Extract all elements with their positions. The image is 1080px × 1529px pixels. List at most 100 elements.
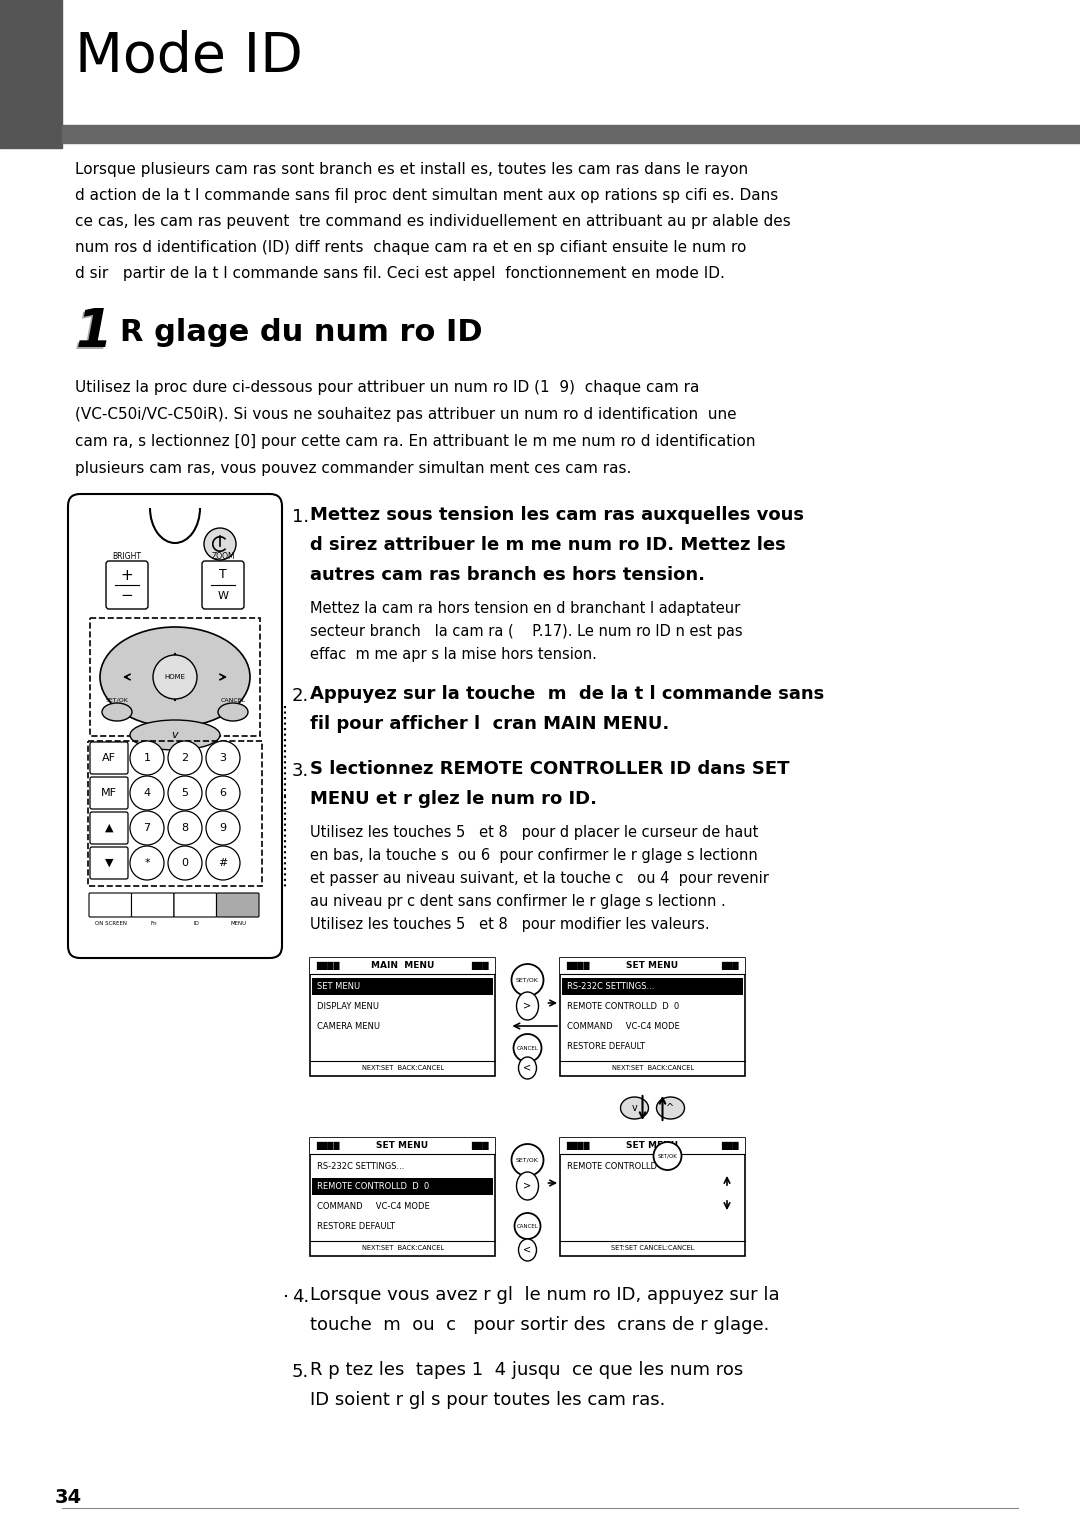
Text: SET MENU: SET MENU [377, 1142, 429, 1150]
FancyBboxPatch shape [90, 777, 129, 809]
Circle shape [514, 1212, 540, 1238]
Text: ▼: ▼ [105, 858, 113, 868]
Text: Lorsque plusieurs cam ras sont branch es et install es, toutes les cam ras dans : Lorsque plusieurs cam ras sont branch es… [75, 162, 748, 177]
Text: MAIN  MENU: MAIN MENU [370, 962, 434, 971]
Text: −: − [121, 589, 133, 604]
Text: Appuyez sur la touche  m  de la t l commande sans: Appuyez sur la touche m de la t l comman… [310, 685, 824, 703]
Text: #: # [218, 858, 228, 868]
Text: <: < [524, 1063, 531, 1073]
FancyBboxPatch shape [90, 812, 129, 844]
Text: CANCEL: CANCEL [516, 1223, 538, 1228]
Text: 0: 0 [181, 858, 189, 868]
Text: ZOOM: ZOOM [212, 552, 234, 561]
FancyBboxPatch shape [202, 561, 244, 609]
Text: 9: 9 [219, 823, 227, 833]
Text: 8: 8 [181, 823, 189, 833]
FancyBboxPatch shape [106, 561, 148, 609]
Bar [62, 125, 1080, 144]
Text: NEXT:SET  BACK:CANCEL: NEXT:SET BACK:CANCEL [611, 1066, 693, 1072]
Text: 2.: 2. [292, 687, 309, 705]
Text: (VC-C50i/VC-C50iR). Si vous ne souhaitez pas attribuer un num ro d identificatio: (VC-C50i/VC-C50iR). Si vous ne souhaitez… [75, 407, 737, 422]
Text: 4.: 4. [292, 1287, 309, 1306]
Text: touche  m  ou  c   pour sortir des  crans de r glage.: touche m ou c pour sortir des crans de r… [310, 1316, 769, 1333]
Text: BRIGHT: BRIGHT [112, 552, 141, 561]
Circle shape [206, 742, 240, 775]
Text: ID: ID [193, 920, 199, 927]
Ellipse shape [516, 992, 539, 1020]
Text: SET MENU: SET MENU [626, 962, 678, 971]
FancyBboxPatch shape [216, 893, 259, 917]
Circle shape [153, 654, 197, 699]
Ellipse shape [518, 1238, 537, 1261]
Text: ON SCREEN: ON SCREEN [95, 920, 127, 927]
FancyBboxPatch shape [90, 742, 129, 774]
Ellipse shape [516, 1173, 539, 1200]
Text: cam ra, s lectionnez [0] pour cette cam ra. En attribuant le m me num ro d ident: cam ra, s lectionnez [0] pour cette cam … [75, 434, 756, 450]
Circle shape [206, 810, 240, 846]
Text: ███: ███ [721, 1142, 739, 1150]
Bar [561, 1138, 745, 1154]
Text: 3: 3 [219, 752, 227, 763]
Text: MENU: MENU [231, 920, 247, 927]
Circle shape [168, 742, 202, 775]
Text: 7: 7 [144, 823, 150, 833]
Text: NEXT:SET  BACK:CANCEL: NEXT:SET BACK:CANCEL [362, 1066, 444, 1072]
Circle shape [168, 846, 202, 881]
Text: fil pour afficher l  cran MAIN MENU.: fil pour afficher l cran MAIN MENU. [310, 716, 670, 732]
Text: ce cas, les cam ras peuvent  tre command es individuellement en attribuant au pr: ce cas, les cam ras peuvent tre command … [75, 214, 791, 229]
Circle shape [130, 846, 164, 881]
Ellipse shape [102, 703, 132, 722]
Text: CAMERA MENU: CAMERA MENU [318, 1021, 380, 1031]
Text: <: < [524, 1245, 531, 1255]
Text: num ros d identification (ID) diff rents  chaque cam ra et en sp cifiant ensuite: num ros d identification (ID) diff rents… [75, 240, 746, 255]
Text: Utilisez les touches 5   et 8   pour modifier les valeurs.: Utilisez les touches 5 et 8 pour modifie… [310, 917, 710, 933]
Text: ID soient r gl s pour toutes les cam ras.: ID soient r gl s pour toutes les cam ras… [310, 1391, 665, 1410]
Text: SET MENU: SET MENU [318, 982, 360, 991]
Text: DISPLAY MENU: DISPLAY MENU [318, 1001, 379, 1011]
Text: effac  m me apr s la mise hors tension.: effac m me apr s la mise hors tension. [310, 647, 597, 662]
Ellipse shape [218, 703, 248, 722]
Bar [562, 979, 743, 995]
Text: Utilisez les touches 5   et 8   pour d placer le curseur de haut: Utilisez les touches 5 et 8 pour d place… [310, 826, 758, 839]
Text: HOME: HOME [164, 674, 186, 680]
Text: ████: ████ [316, 1142, 339, 1150]
Text: d action de la t l commande sans fil proc dent simultan ment aux op rations sp c: d action de la t l commande sans fil pro… [75, 188, 779, 203]
Text: ████: ████ [566, 1142, 590, 1150]
Text: *: * [145, 858, 150, 868]
Text: CANCEL: CANCEL [220, 697, 245, 702]
Circle shape [130, 777, 164, 810]
Text: ███: ███ [471, 962, 489, 971]
Text: 1: 1 [76, 306, 112, 358]
Circle shape [512, 963, 543, 995]
Circle shape [130, 810, 164, 846]
FancyBboxPatch shape [132, 893, 174, 917]
Text: 1: 1 [75, 307, 111, 359]
Ellipse shape [100, 627, 249, 726]
Text: SET MENU: SET MENU [626, 1142, 678, 1150]
Text: NEXT:SET  BACK:CANCEL: NEXT:SET BACK:CANCEL [362, 1246, 444, 1252]
Circle shape [130, 742, 164, 775]
Text: 6: 6 [219, 787, 227, 798]
Text: SET/OK: SET/OK [516, 1157, 539, 1162]
Text: v: v [172, 729, 178, 740]
Text: autres cam ras branch es hors tension.: autres cam ras branch es hors tension. [310, 566, 705, 584]
Text: >: > [524, 1001, 531, 1011]
Text: 34: 34 [55, 1488, 82, 1508]
Text: COMMAND     VC-C4 MODE: COMMAND VC-C4 MODE [567, 1021, 679, 1031]
Circle shape [204, 528, 237, 560]
Text: SET:SET CANCEL:CANCEL: SET:SET CANCEL:CANCEL [611, 1246, 694, 1252]
Text: SET/OK: SET/OK [516, 977, 539, 983]
Text: Mode ID: Mode ID [75, 31, 302, 84]
Text: en bas, la touche s  ou 6  pour confirmer le r glage s lectionn: en bas, la touche s ou 6 pour confirmer … [310, 849, 758, 862]
Bar [90, 618, 260, 735]
Bar [0, 0, 62, 148]
Text: ████: ████ [566, 962, 590, 971]
Text: 1.: 1. [292, 508, 309, 526]
Text: RESTORE DEFAULT: RESTORE DEFAULT [318, 1222, 395, 1231]
Text: REMOTE CONTROLLD  D  0: REMOTE CONTROLLD D 0 [567, 1001, 679, 1011]
Text: et passer au niveau suivant, et la touche c   ou 4  pour revenir: et passer au niveau suivant, et la touch… [310, 872, 769, 885]
Text: ████: ████ [316, 962, 339, 971]
Text: ███: ███ [721, 962, 739, 971]
Text: 4: 4 [144, 787, 150, 798]
Text: RS-232C SETTINGS...: RS-232C SETTINGS... [318, 1162, 404, 1171]
